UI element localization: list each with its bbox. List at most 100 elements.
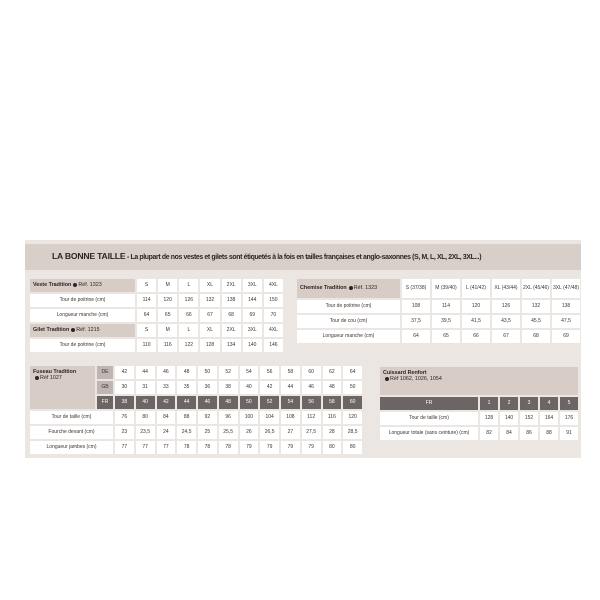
table-cell: 82 <box>480 427 498 440</box>
table-cell: 88 <box>540 427 558 440</box>
size-header: M <box>158 324 178 337</box>
table-cell: 84 <box>156 411 176 424</box>
chemise-title-cell: Chemise Tradition Réf. 1323 <box>297 279 400 298</box>
table-cell: 92 <box>198 411 217 424</box>
veste-size-table: Veste Tradition Réf. 1323 S M L XL 2XL 3XL 4XL To… <box>30 279 283 352</box>
fuseau-name: Fuseau Tradition <box>33 369 77 375</box>
veste-ref: Réf. 1323 <box>71 282 102 288</box>
row-label: Fourche devant (cm) <box>30 426 113 439</box>
table-cell: 116 <box>158 339 178 352</box>
table-cell: 78 <box>198 441 217 454</box>
table-cell: 64 <box>137 309 157 322</box>
table-cell: 69 <box>242 309 262 322</box>
size-header: 2XL (45/46) <box>522 279 550 298</box>
size-header: 5 <box>560 397 578 410</box>
size-cell: 50 <box>239 396 259 409</box>
bullet-icon <box>73 282 78 287</box>
table-cell: 64 <box>402 330 430 343</box>
size-system-label: GB <box>97 381 113 394</box>
table-cell: 67 <box>492 330 520 343</box>
table-cell: 112 <box>301 411 321 424</box>
size-header: 4 <box>540 397 558 410</box>
size-cell: 42 <box>156 396 176 409</box>
size-cell: 48 <box>322 381 342 394</box>
size-header: L <box>179 279 199 292</box>
cuissard-size-table: Cuissard Renfort Réf 1062, 1026, 1054 FR 1 2… <box>380 367 578 440</box>
table-cell: 26,5 <box>260 426 279 439</box>
size-header: 2XL <box>221 279 241 292</box>
size-cell: 50 <box>198 366 217 379</box>
table-cell: 37,5 <box>402 315 430 328</box>
gilet-ref-text: Réf. 1215 <box>76 327 100 334</box>
fuseau-ref: Réf 1027 <box>33 375 62 381</box>
table-cell: 91 <box>560 427 578 440</box>
size-cell: 46 <box>198 396 217 409</box>
table-cell: 67 <box>200 309 220 322</box>
table-cell: 140 <box>500 412 518 425</box>
table-cell: 24 <box>156 426 176 439</box>
table-cell: 86 <box>520 427 538 440</box>
size-header: 3XL (47/48) <box>552 279 580 298</box>
size-cell: 50 <box>343 381 362 394</box>
table-cell: 110 <box>137 339 157 352</box>
chemise-name: Chemise Tradition <box>300 285 347 292</box>
table-cell: 120 <box>343 411 362 424</box>
table-cell: 43,5 <box>492 315 520 328</box>
size-cell: 56 <box>301 396 321 409</box>
size-cell: 64 <box>343 366 362 379</box>
size-cell: 35 <box>177 381 196 394</box>
size-header: 3 <box>520 397 538 410</box>
size-cell: 46 <box>301 381 321 394</box>
size-header: S <box>137 279 157 292</box>
row-label: Longueur manche (cm) <box>30 309 135 322</box>
size-header: 1 <box>480 397 498 410</box>
bullet-icon <box>71 327 76 332</box>
row-label: Tour de cou (cm) <box>297 315 400 328</box>
size-cell: 62 <box>322 366 342 379</box>
table-cell: 28,5 <box>343 426 362 439</box>
size-header: L <box>179 324 199 337</box>
size-cell: 60 <box>343 396 362 409</box>
table-cell: 76 <box>115 411 134 424</box>
size-cell: 44 <box>177 396 196 409</box>
size-cell: 38 <box>218 381 238 394</box>
table-cell: 126 <box>492 300 520 313</box>
size-cell: 44 <box>135 366 155 379</box>
table-cell: 79 <box>281 441 300 454</box>
row-label: Tour de poitrine (cm) <box>30 294 135 307</box>
cuissard-ref-text: Réf 1062, 1026, 1054 <box>390 376 442 383</box>
size-cell: 42 <box>260 381 279 394</box>
table-cell: 27,5 <box>301 426 321 439</box>
size-cell: 44 <box>281 381 300 394</box>
fuseau-ref-text: Réf 1027 <box>40 375 62 382</box>
cuissard-name: Cuissard Renfort <box>383 370 427 376</box>
size-cell: 58 <box>281 366 300 379</box>
table-cell: 25 <box>198 426 217 439</box>
table-cell: 138 <box>221 294 241 307</box>
table-cell: 132 <box>200 294 220 307</box>
table-cell: 23 <box>115 426 134 439</box>
table-cell: 150 <box>263 294 283 307</box>
size-header: XL (43/44) <box>492 279 520 298</box>
size-header: M (39/40) <box>432 279 460 298</box>
table-cell: 69 <box>552 330 580 343</box>
table-cell: 23,5 <box>135 426 155 439</box>
size-system-label: DE <box>97 366 113 379</box>
table-cell: 77 <box>115 441 134 454</box>
gilet-ref: Réf. 1215 <box>69 327 100 334</box>
bullet-icon <box>348 285 353 290</box>
size-cell: 54 <box>281 396 300 409</box>
size-header: 3XL <box>242 279 262 292</box>
size-header: 4XL <box>263 324 283 337</box>
table-cell: 70 <box>263 309 283 322</box>
chemise-ref: Réf. 1323 <box>347 285 377 291</box>
size-cell: 36 <box>198 381 217 394</box>
table-cell: 77 <box>156 441 176 454</box>
table-cell: 140 <box>242 339 262 352</box>
row-label: Longueur manche (cm) <box>297 330 400 343</box>
table-cell: 100 <box>239 411 259 424</box>
size-cell: 58 <box>322 396 342 409</box>
size-cell: 40 <box>135 396 155 409</box>
table-cell: 114 <box>137 294 157 307</box>
table-cell: 77 <box>135 441 155 454</box>
